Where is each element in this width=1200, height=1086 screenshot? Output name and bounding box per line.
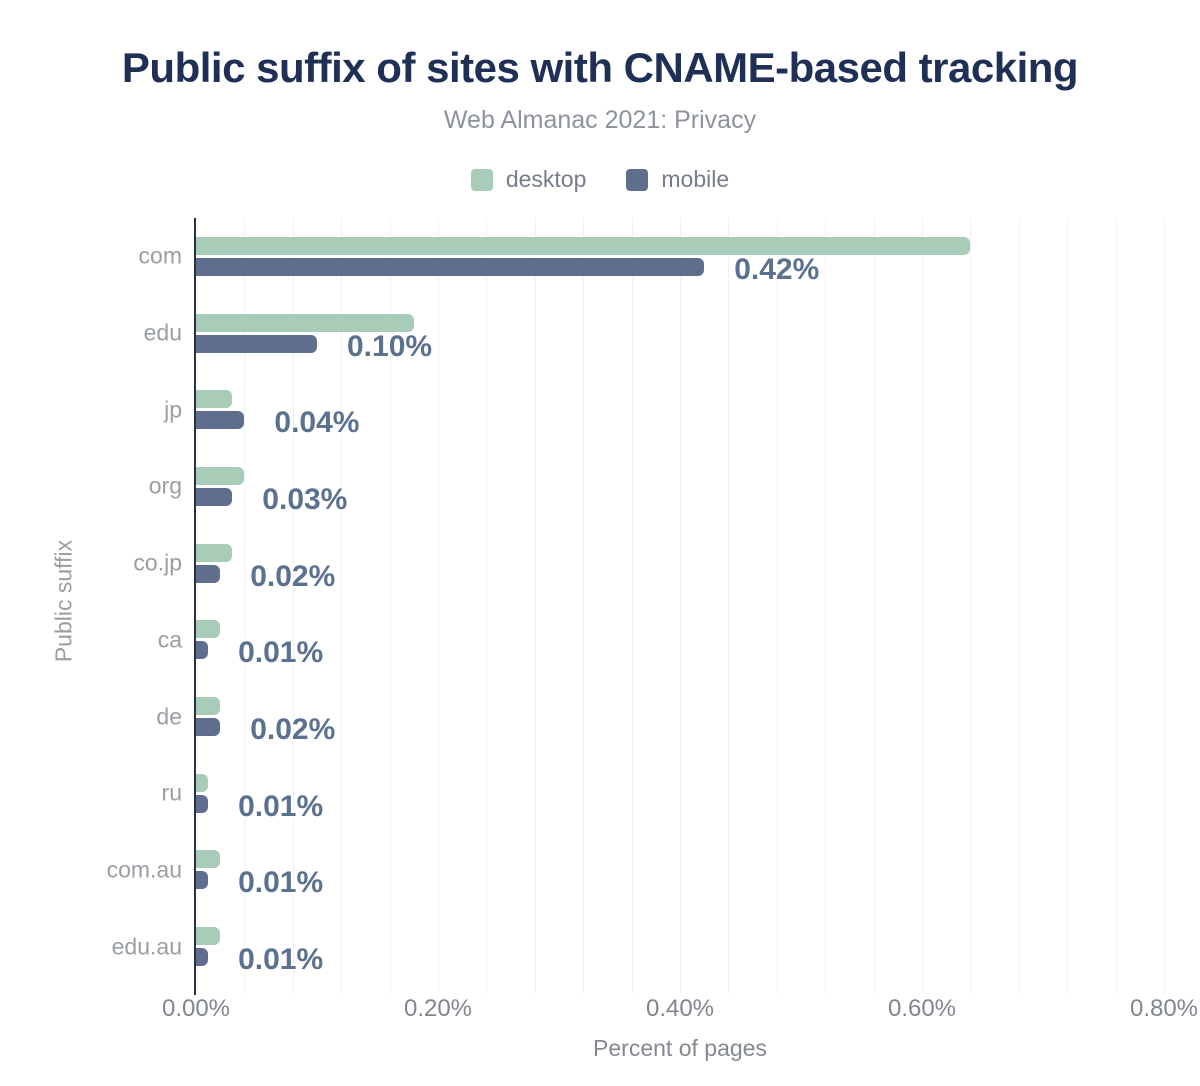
mobile-swatch-icon [626,168,649,191]
gridline [1164,218,1165,993]
legend: desktop mobile [0,166,1200,193]
chart-row-edu: edu 0.10% [144,295,1164,372]
gridline [292,218,294,993]
bar-desktop [196,390,233,409]
bar-value-label: 0.02% [250,713,336,747]
chart-row-ru: ru 0.01% [162,755,1164,832]
bar-mobile [196,641,209,660]
chart-title: Public suffix of sites with CNAME-based … [121,44,1079,91]
category-label: jp [164,396,182,423]
chart-row-com.au: com.au 0.01% [107,832,1164,909]
bar-desktop [196,543,233,562]
legend-item-desktop[interactable]: desktop [470,166,587,193]
chart-row-jp: jp 0.04% [164,371,1164,448]
gridline [1115,218,1117,993]
bar-desktop [196,773,209,792]
x-tick-label: 0.00% [161,995,231,1022]
category-label: edu.au [111,933,182,960]
bar-desktop [196,236,971,255]
bar-value-label: 0.04% [274,406,360,440]
gridline [873,218,875,993]
gridline [341,218,343,993]
bar-desktop [196,313,414,332]
chart-row-org: org 0.03% [149,448,1164,525]
gridline [1067,218,1069,993]
gridline [776,218,778,993]
plot-rows: com 0.42% edu 0.10% jp 0.04% org 0.03% co.jp 0.02… [107,218,1164,985]
category-label: ru [161,779,182,806]
gridline [728,218,730,993]
x-tick-label: 0.80% [1129,995,1199,1022]
gridline [922,218,923,993]
bar-mobile [196,871,209,890]
bar-value-label: 0.02% [250,559,336,593]
bar-desktop [196,850,221,869]
bar-mobile [196,794,209,813]
gridline [244,218,246,993]
bar-desktop [196,697,221,716]
plot-area: com 0.42% edu 0.10% jp 0.04% org 0.03% co.jp 0.02… [107,218,1165,995]
y-axis-line [194,218,196,995]
gridline [970,218,972,993]
bar-mobile [196,718,221,737]
legend-item-mobile[interactable]: mobile [626,166,729,193]
bar-value-label: 0.01% [238,943,324,977]
chart-row-edu.au: edu.au 0.01% [112,908,1164,985]
x-tick-label: 0.20% [403,995,473,1022]
bar-value-label: 0.01% [238,866,324,900]
chart-row-de: de 0.02% [156,678,1164,755]
category-label: org [148,472,182,499]
bar-value-label: 0.01% [238,789,324,823]
gridline [680,218,681,993]
x-axis-tick-labels: 0.00% 0.20% 0.40% 0.60% 0.80% [162,995,1198,1023]
gridline [825,218,827,993]
gridline [583,218,585,993]
category-label: de [156,703,182,730]
desktop-swatch-icon [470,168,493,191]
bar-desktop [196,927,221,946]
category-label: com.au [106,856,182,883]
bar-mobile [196,948,209,967]
bar-mobile [196,487,233,506]
bar-value-label: 0.10% [347,329,433,363]
x-tick-label: 0.60% [887,995,957,1022]
chart-subtitle: Web Almanac 2021: Privacy [443,106,757,134]
category-label: ca [157,626,182,653]
bar-mobile [196,411,245,430]
chart-row-ca: ca 0.01% [158,602,1164,679]
y-axis-title: Public suffix [50,539,77,663]
bar-mobile [196,257,705,276]
bar-value-label: 0.01% [238,636,324,670]
bar-desktop [196,620,221,639]
gridline [438,218,439,993]
bar-mobile [196,334,317,353]
bar-mobile [196,564,221,583]
x-tick-label: 0.40% [645,995,715,1022]
category-label: co.jp [133,549,182,576]
gridline [534,218,536,993]
legend-label-desktop: desktop [505,166,587,192]
x-axis-title: Percent of pages [593,1035,767,1061]
gridline [631,218,633,993]
category-label: edu [143,319,182,346]
legend-label-mobile: mobile [661,166,730,192]
bar-desktop [196,466,245,485]
chart-row-co.jp: co.jp 0.02% [133,525,1164,602]
category-label: com [138,242,182,269]
bar-value-label: 0.03% [262,482,348,516]
gridline [1018,218,1020,993]
chart-row-com: com 0.42% [139,218,1164,295]
gridline [389,218,391,993]
bar-value-label: 0.42% [734,252,820,286]
gridline [486,218,488,993]
